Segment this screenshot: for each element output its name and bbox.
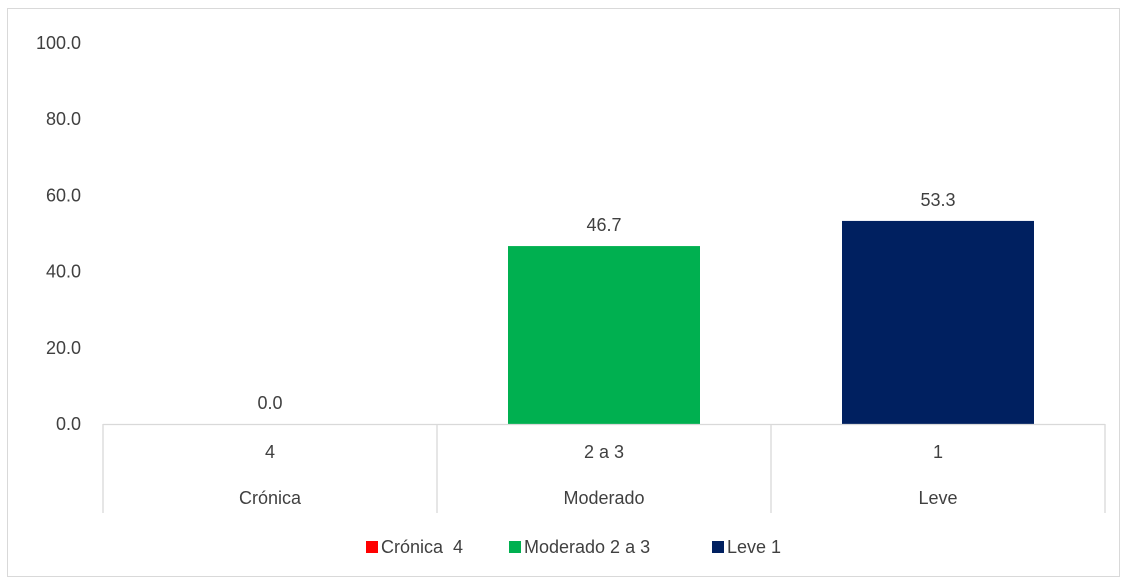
category-code-label: 2 a 3	[584, 442, 624, 462]
legend-swatch	[509, 541, 521, 553]
category-group-label: Moderado	[563, 488, 644, 508]
y-tick-label: 80.0	[46, 109, 81, 129]
bars	[508, 220, 1034, 424]
category-code-label: 1	[933, 442, 943, 462]
data-label: 46.7	[586, 215, 621, 235]
legend-label: Leve 1	[727, 537, 781, 557]
y-axis-ticks: 0.0 20.0 40.0 60.0 80.0 100.0	[36, 33, 81, 434]
legend-label: Moderado 2 a 3	[524, 537, 650, 557]
bar	[842, 220, 1034, 424]
legend-swatch	[712, 541, 724, 553]
bar	[508, 246, 700, 424]
y-tick-label: 0.0	[56, 414, 81, 434]
y-tick-label: 40.0	[46, 262, 81, 282]
category-group-label: Crónica	[239, 488, 302, 508]
legend-swatch	[366, 541, 378, 553]
y-tick-label: 100.0	[36, 33, 81, 53]
y-tick-label: 60.0	[46, 185, 81, 205]
legend: Crónica 4 Moderado 2 a 3 Leve 1	[366, 537, 781, 557]
category-labels: 4 Crónica 2 a 3 Moderado 1 Leve	[239, 442, 958, 508]
category-group-label: Leve	[918, 488, 957, 508]
category-code-label: 4	[265, 442, 275, 462]
data-label: 53.3	[920, 190, 955, 210]
data-labels: 0.0 46.7 53.3	[257, 190, 955, 413]
data-label: 0.0	[257, 393, 282, 413]
legend-label: Crónica 4	[381, 537, 463, 557]
x-axis	[102, 423, 1106, 513]
y-tick-label: 20.0	[46, 338, 81, 358]
